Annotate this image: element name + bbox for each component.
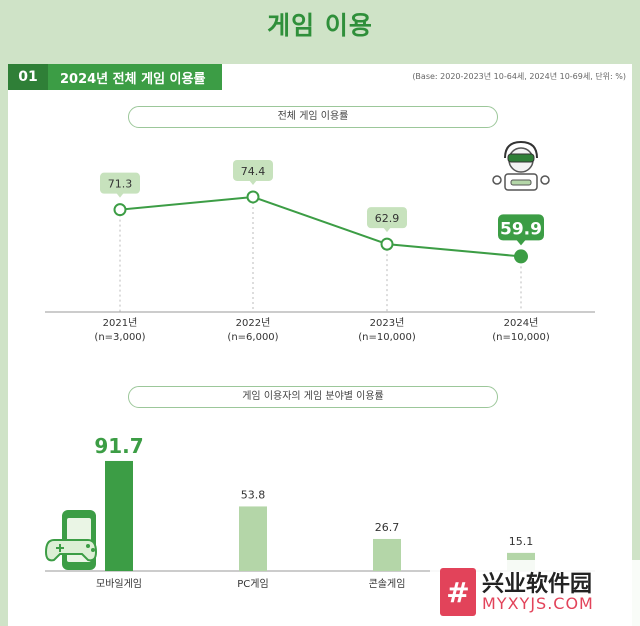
bar (105, 460, 133, 571)
mobile-gamepad-icon (44, 510, 98, 570)
bar-value-label: 26.7 (375, 521, 400, 534)
line-point (113, 203, 127, 217)
watermark-en-text: MYXYJS.COM (482, 594, 594, 613)
page-title: 게임 이용 (267, 11, 373, 40)
bar-chart-title: 게임 이용자의 게임 분야별 이용률 (128, 386, 498, 408)
line-value-label: 71.3 (108, 178, 133, 191)
gamer-thumbs-up-icon (492, 140, 550, 191)
bar-value-label: 91.7 (94, 434, 143, 458)
watermark-cn-text: 兴业软件园 (482, 572, 593, 597)
line-chart-title: 전체 게임 이용률 (128, 106, 498, 128)
section-header: 01 2024년 전체 게임 이용률 (8, 64, 222, 90)
line-value-box (367, 207, 407, 229)
line-x-tick-label: 2021년 (103, 317, 138, 329)
line-point (246, 190, 260, 204)
bar-x-tick-label: PC게임 (237, 577, 268, 590)
line-value-label: 59.9 (500, 219, 542, 239)
line-x-sample-label: (n=6,000) (227, 332, 278, 343)
bar-x-tick-label: 모바일게임 (96, 577, 142, 590)
line-value-label: 62.9 (375, 212, 400, 225)
section-number: 01 (8, 64, 48, 90)
bar-value-label: 15.1 (509, 535, 534, 548)
line-value-label: 74.4 (241, 165, 266, 178)
watermark: # 兴业软件园 MYXYJS.COM (430, 560, 640, 626)
watermark-logo: # (440, 568, 476, 616)
line-series (119, 195, 522, 258)
line-value-pointer (383, 227, 391, 233)
base-note: (Base: 2020-2023년 10-64세, 2024년 10-69세, … (412, 72, 626, 81)
line-x-sample-label: (n=3,000) (94, 332, 145, 343)
line-value-pointer (116, 192, 124, 198)
line-value-pointer (516, 239, 526, 246)
bar (239, 506, 267, 571)
line-point (380, 237, 394, 251)
bar-x-tick-label: 콘솔게임 (369, 577, 406, 590)
line-value-box (498, 214, 544, 241)
line-value-pointer (249, 179, 257, 185)
section-title: 2024년 전체 게임 이용률 (60, 71, 206, 87)
line-value-box (100, 172, 140, 194)
line-x-sample-label: (n=10,000) (358, 332, 416, 343)
line-x-tick-label: 2024년 (504, 317, 539, 329)
line-x-tick-label: 2022년 (236, 317, 271, 329)
line-x-sample-label: (n=10,000) (492, 332, 550, 343)
line-x-tick-label: 2023년 (370, 317, 405, 329)
line-point (514, 249, 528, 264)
bar-value-label: 53.8 (241, 488, 266, 501)
line-value-box (233, 159, 273, 181)
bar (373, 538, 401, 571)
